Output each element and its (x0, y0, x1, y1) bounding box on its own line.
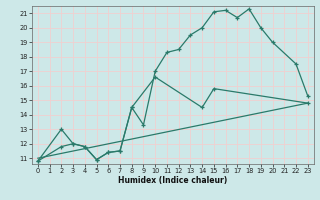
X-axis label: Humidex (Indice chaleur): Humidex (Indice chaleur) (118, 176, 228, 185)
